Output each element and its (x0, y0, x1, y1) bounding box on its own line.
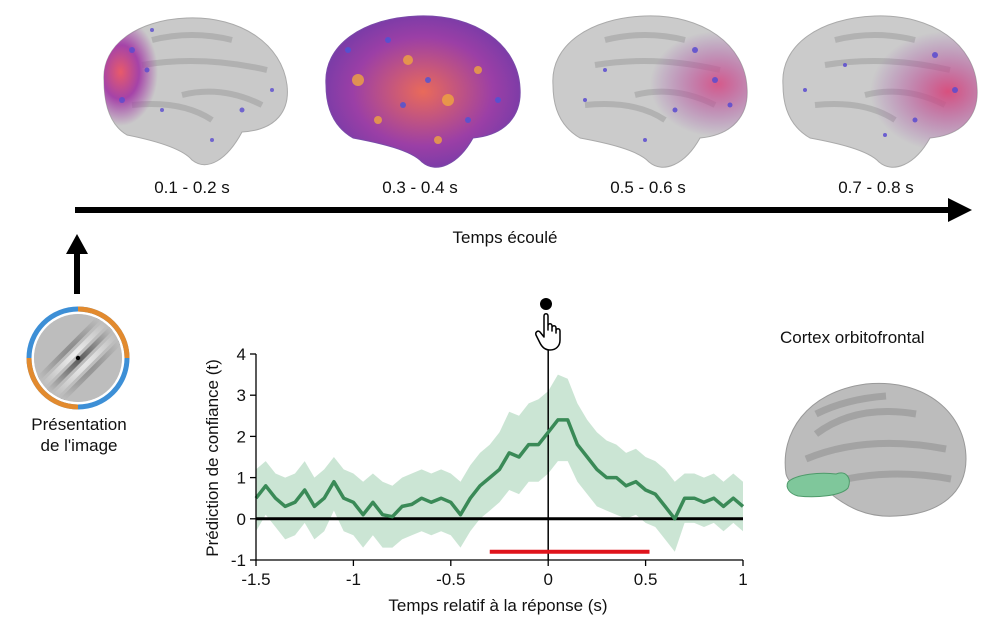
y-tick-label: 0 (237, 510, 246, 529)
time-window-label-1: 0.1 - 0.2 s (154, 178, 230, 197)
stimulus-caption-line2: de l'image (40, 436, 118, 455)
timeline-axis-label: Temps écoulé (452, 228, 558, 247)
time-window-label-2: 0.3 - 0.4 s (382, 178, 458, 197)
y-tick-label: -1 (231, 551, 246, 570)
stimulus-arrow (66, 234, 88, 294)
chart-y-axis-label: Prédiction de confiance (t) (203, 359, 222, 557)
x-tick-label: -1 (346, 570, 361, 589)
pointing-hand-icon (535, 313, 561, 351)
gabor-stimulus (26, 306, 130, 410)
brain-map-window-2 (325, 15, 521, 168)
brain-map-window-4 (782, 15, 978, 168)
time-window-label-3: 0.5 - 0.6 s (610, 178, 686, 197)
x-tick-label: -0.5 (436, 570, 465, 589)
y-tick-label: 4 (237, 345, 246, 364)
chart-x-axis-label: Temps relatif à la réponse (s) (388, 596, 607, 615)
stimulus-caption: Présentation de l'image (4, 414, 154, 456)
y-tick-label: 2 (237, 427, 246, 446)
x-tick-label: 1 (738, 570, 747, 589)
mean-prediction-line (254, 418, 745, 521)
y-tick-label: 3 (237, 386, 246, 405)
orbitofrontal-brain-icon (784, 382, 967, 517)
response-dot-icon (540, 298, 552, 310)
x-tick-label: -1.5 (241, 570, 270, 589)
region-title: Cortex orbitofrontal (780, 328, 925, 347)
time-window-label-4: 0.7 - 0.8 s (838, 178, 914, 197)
confidence-band (256, 374, 743, 552)
brain-map-window-3 (552, 15, 748, 168)
stimulus-caption-line1: Présentation (31, 415, 127, 434)
y-tick-label: 1 (237, 469, 246, 488)
x-tick-label: 0 (543, 570, 552, 589)
brain-map-window-1 (103, 17, 288, 166)
timeline-arrow (75, 198, 972, 222)
x-tick-label: 0.5 (634, 570, 658, 589)
